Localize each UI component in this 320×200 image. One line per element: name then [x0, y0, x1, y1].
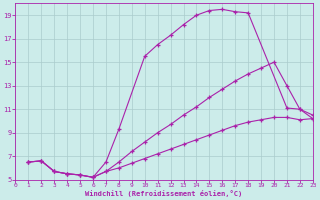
X-axis label: Windchill (Refroidissement éolien,°C): Windchill (Refroidissement éolien,°C) [85, 190, 243, 197]
